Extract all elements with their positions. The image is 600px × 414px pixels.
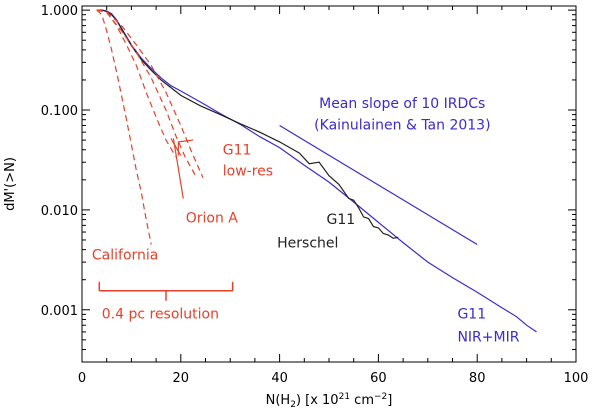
x-axis-label: N(H2) [x 1021 cm−2] [266, 392, 393, 410]
x-tick-label: 40 [271, 371, 288, 386]
annotation-g11-lowres-1: G11 [223, 142, 252, 158]
x-tick-label: 100 [564, 371, 589, 386]
annotation-g11-nir-2: NIR+MIR [457, 330, 519, 346]
x-label-prefix: N(H [266, 393, 291, 408]
y-tick-label: 0.010 [41, 204, 78, 219]
axis-ticks: 0 20 40 60 80 100 1.000 0.100 0.010 0.001 [41, 4, 589, 386]
y-tick-label: 1.000 [41, 4, 78, 19]
label-pointer-line [172, 138, 184, 199]
x-tick-label: 60 [370, 371, 387, 386]
x-tick-label: 0 [78, 371, 86, 386]
annotation-mean-slope-line2: (Kainulainen & Tan 2013) [314, 117, 490, 133]
series-mean-slope-of-10-irdcs [279, 124, 478, 246]
annotation-g11-nir-1: G11 [457, 306, 486, 322]
annotation-g11-herschel-2: Herschel [277, 236, 338, 252]
series-california [96, 9, 152, 245]
series-group [96, 9, 537, 333]
x-label-sup2: −2 [374, 392, 387, 402]
y-axis-label: dM'(>N) [3, 157, 18, 211]
series-g11-herschel [96, 9, 399, 239]
x-label-sup1: 21 [339, 392, 350, 402]
series-g11-nir-mir [96, 9, 537, 333]
annotation-orion-a: Orion A [186, 210, 239, 226]
label-pointer-line [178, 139, 194, 143]
y-tick-label: 0.100 [41, 104, 78, 119]
x-label-suffix: ] [387, 393, 392, 408]
annotations-group: Mean slope of 10 IRDCs (Kainulainen & Tan… [92, 96, 520, 346]
annotation-mean-slope-line1: Mean slope of 10 IRDCs [319, 96, 485, 112]
annotation-california: California [92, 247, 158, 263]
label-pointer-line [170, 138, 182, 156]
annotation-res-label: 0.4 pc resolution [102, 306, 219, 322]
x-label-unit: cm [350, 393, 374, 408]
x-tick-label: 80 [469, 371, 486, 386]
x-tick-label: 20 [173, 371, 190, 386]
series-g11-low-res [96, 9, 204, 178]
annotation-g11-lowres-2: low-res [223, 164, 273, 180]
y-tick-label: 0.001 [41, 304, 78, 319]
x-label-sub: 2 [290, 400, 296, 410]
x-label-mid: ) [x 10 [296, 393, 339, 408]
annotation-g11-herschel-1: G11 [327, 212, 356, 228]
series-orion-a [96, 9, 177, 158]
